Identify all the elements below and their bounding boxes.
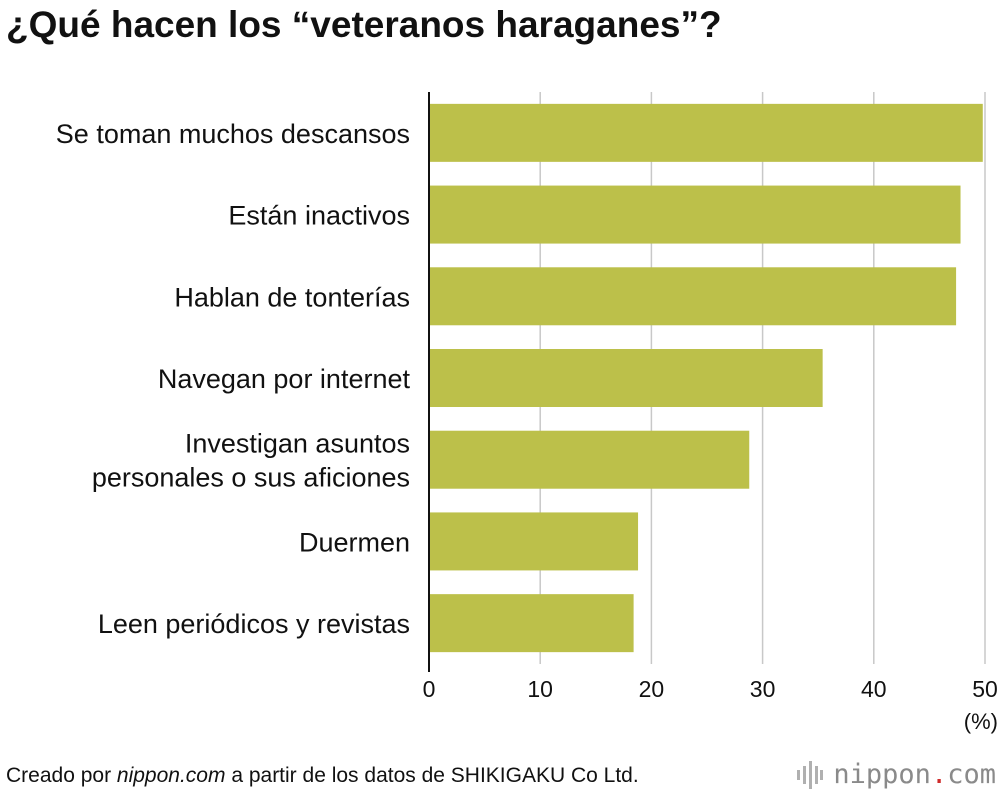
- credit-prefix: Creado por: [6, 764, 117, 787]
- logo-dot: .: [930, 759, 948, 790]
- category-label-line: Navegan por internet: [158, 364, 411, 394]
- source-credit: Creado por nippon.com a partir de los da…: [6, 764, 639, 788]
- bar-3: [429, 349, 823, 407]
- category-label-1: Están inactivos: [228, 201, 410, 231]
- bar-6: [429, 594, 634, 653]
- x-tick-label-10: 10: [527, 676, 553, 702]
- category-label-6: Leen periódicos y revistas: [98, 609, 410, 639]
- x-tick-label-50: 50: [972, 676, 998, 702]
- logo-text: nippon.com: [833, 759, 996, 790]
- category-label-line: Hablan de tonterías: [174, 282, 410, 312]
- bar-1: [429, 185, 961, 244]
- x-tick-label-30: 30: [750, 676, 776, 702]
- nippon-logo: nippon.com: [797, 759, 996, 790]
- chart-title: ¿Qué hacen los “veteranos haraganes”?: [6, 4, 722, 45]
- category-label-5: Duermen: [299, 527, 410, 557]
- category-label-0: Se toman muchos descansos: [56, 119, 410, 149]
- category-label-4: Investigan asuntos personales o sus afici…: [92, 429, 410, 493]
- bar-4: [429, 430, 750, 489]
- category-label-line: Están inactivos: [228, 201, 410, 231]
- x-tick-label-40: 40: [861, 676, 887, 702]
- category-label-line: Duermen: [299, 527, 410, 557]
- logo-tld: com: [947, 759, 996, 790]
- x-tick-label-20: 20: [639, 676, 665, 702]
- bar-0: [429, 103, 983, 162]
- logo-bars-icon: [797, 760, 824, 789]
- bar-5: [429, 512, 639, 571]
- x-unit-label: (%): [964, 709, 998, 734]
- category-label-line: Leen periódicos y revistas: [98, 609, 410, 639]
- category-label-line: Se toman muchos descansos: [56, 119, 410, 149]
- category-label-line: Investigan asuntos: [185, 429, 410, 459]
- x-tick-label-0: 0: [423, 676, 436, 702]
- credit-suffix: a partir de los datos de SHIKIGAKU Co Lt…: [225, 764, 639, 787]
- credit-site: nippon.com: [116, 764, 226, 787]
- category-label-line: personales o sus aficiones: [92, 463, 410, 493]
- logo-brand: nippon: [833, 759, 931, 790]
- category-label-2: Hablan de tonterías: [174, 282, 410, 312]
- category-label-3: Navegan por internet: [158, 364, 411, 394]
- bar-2: [429, 267, 957, 326]
